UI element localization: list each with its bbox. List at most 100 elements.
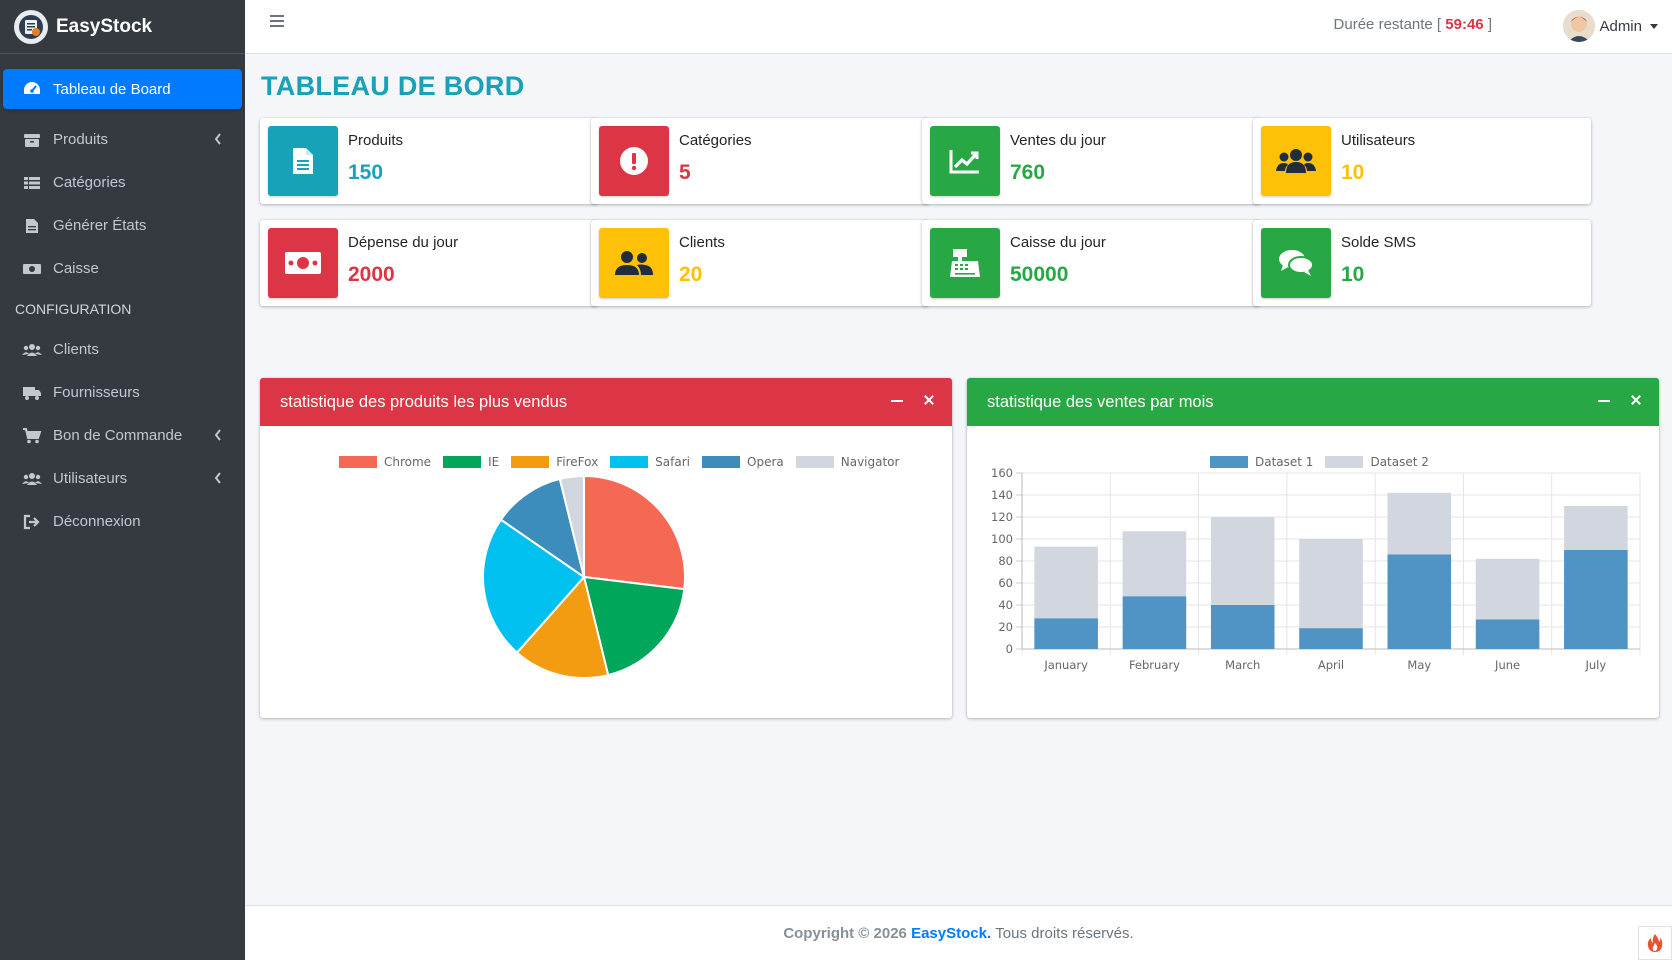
bar-may-dataset-2[interactable] xyxy=(1387,492,1452,555)
info-box-value: 2000 xyxy=(348,263,395,286)
info-box-produits[interactable]: Produits 150 xyxy=(260,118,598,204)
cash-register-icon xyxy=(930,228,1000,298)
legend-item-firefox[interactable]: FireFox xyxy=(511,455,598,469)
info-box-caisse-du-jour[interactable]: Caisse du jour 50000 xyxy=(922,220,1260,306)
y-tick-label: 60 xyxy=(998,576,1013,590)
footer-brand-link[interactable]: EasyStock. xyxy=(911,924,992,942)
info-box-clients[interactable]: Clients 20 xyxy=(591,220,929,306)
x-tick-label: April xyxy=(1318,658,1344,672)
legend-item-opera[interactable]: Opera xyxy=(702,455,784,469)
alert-icon xyxy=(599,126,669,196)
page-title: TABLEAU DE BORD xyxy=(261,71,525,101)
info-box-value: 5 xyxy=(679,161,691,184)
logout-icon xyxy=(21,513,43,531)
pie-slice-firefox[interactable] xyxy=(515,574,610,679)
cart-icon xyxy=(21,427,43,445)
legend-item-safari[interactable]: Safari xyxy=(610,455,690,469)
bar-april-dataset-1[interactable] xyxy=(1299,628,1363,649)
sidebar-item-produits[interactable]: Produits xyxy=(3,119,242,160)
chart-legend: Chrome IE FireFox Safari Opera Navigator xyxy=(339,455,911,469)
bar-july-dataset-2[interactable] xyxy=(1564,506,1628,550)
users-icon xyxy=(1261,126,1331,196)
info-box-depense-du-jour[interactable]: Dépense du jour 2000 xyxy=(260,220,598,306)
sidebar-item-utilisateurs[interactable]: Utilisateurs xyxy=(3,458,242,499)
card-header: statistique des produits les plus vendus xyxy=(260,378,952,426)
sidebar-item-dashboard[interactable]: Tableau de Board xyxy=(3,69,242,109)
close-icon[interactable] xyxy=(1629,393,1643,407)
pie-slice-navigator[interactable] xyxy=(558,474,585,578)
legend-label: Chrome xyxy=(384,455,432,469)
y-tick-label: 140 xyxy=(991,488,1013,502)
info-box-label: Produits xyxy=(348,132,404,149)
menu-toggle-icon[interactable] xyxy=(269,14,285,33)
cash-icon xyxy=(21,260,43,278)
pie-slice-ie[interactable] xyxy=(582,575,686,677)
bar-january-dataset-2[interactable] xyxy=(1034,546,1098,619)
info-box-label: Caisse du jour xyxy=(1010,234,1106,251)
legend-item-navigator[interactable]: Navigator xyxy=(795,455,899,469)
legend-item-ie[interactable]: IE xyxy=(443,455,499,469)
sidebar-item-categories[interactable]: Catégories xyxy=(3,162,242,203)
close-icon[interactable] xyxy=(922,393,936,407)
dashboard-icon xyxy=(21,80,43,98)
bar-may-dataset-1[interactable] xyxy=(1387,554,1452,649)
bar-april-dataset-2[interactable] xyxy=(1299,539,1363,629)
x-tick-label: July xyxy=(1585,658,1607,672)
legend-label: Dataset 2 xyxy=(1370,455,1429,469)
chevron-left-icon xyxy=(214,471,222,488)
info-box-ventes-du-jour[interactable]: Ventes du jour 760 xyxy=(922,118,1260,204)
legend-swatch xyxy=(795,456,834,468)
bar-july-dataset-1[interactable] xyxy=(1564,550,1628,649)
bar-march-dataset-1[interactable] xyxy=(1210,605,1275,649)
legend-item-dataset-1[interactable]: Dataset 1 xyxy=(1210,455,1313,469)
comments-icon xyxy=(1261,228,1331,298)
avatar xyxy=(1563,10,1596,42)
bar-february-dataset-2[interactable] xyxy=(1122,531,1187,597)
card-bar-chart: statistique des ventes par mois Dataset … xyxy=(967,378,1659,718)
logo-icon xyxy=(14,9,48,44)
file-icon xyxy=(268,126,338,196)
minimize-icon[interactable] xyxy=(1597,393,1611,407)
info-box-value: 150 xyxy=(348,161,384,184)
sidebar-item-clients[interactable]: Clients xyxy=(3,329,242,370)
bar-june-dataset-2[interactable] xyxy=(1475,558,1540,620)
info-box-categories[interactable]: Catégories 5 xyxy=(591,118,929,204)
info-box-value: 10 xyxy=(1341,161,1365,184)
info-box-value: 760 xyxy=(1010,161,1046,184)
bar-january-dataset-1[interactable] xyxy=(1034,618,1098,649)
user-menu[interactable]: Admin xyxy=(1563,10,1658,42)
brand-link[interactable]: EasyStock xyxy=(0,0,245,54)
bar-february-dataset-1[interactable] xyxy=(1122,596,1187,649)
sidebar-item-bon-de-commande[interactable]: Bon de Commande xyxy=(3,415,242,456)
pie-slice-opera[interactable] xyxy=(499,477,586,580)
info-box-value: 20 xyxy=(679,263,703,286)
sidebar-item-caisse[interactable]: Caisse xyxy=(3,248,242,289)
y-tick-label: 40 xyxy=(998,598,1013,612)
pie-slice-safari[interactable] xyxy=(482,518,586,655)
sidebar-item-deconnexion[interactable]: Déconnexion xyxy=(3,501,242,542)
info-box-utilisateurs[interactable]: Utilisateurs 10 xyxy=(1253,118,1591,204)
legend-label: Opera xyxy=(747,455,784,469)
sidebar-item-generer-etats[interactable]: Générer États xyxy=(3,205,242,246)
chevron-left-icon xyxy=(214,132,222,149)
legend-swatch xyxy=(1210,456,1248,468)
card-title: statistique des ventes par mois xyxy=(987,392,1214,411)
bar-june-dataset-1[interactable] xyxy=(1475,619,1540,649)
info-box-label: Solde SMS xyxy=(1341,234,1417,251)
users-icon xyxy=(21,470,43,488)
pie-slice-chrome[interactable] xyxy=(583,474,686,591)
fire-icon[interactable] xyxy=(1638,926,1672,960)
sidebar-section-header: CONFIGURATION xyxy=(15,301,132,317)
session-timer: Durée restante [ 59:46 ] xyxy=(1334,16,1492,33)
info-box-solde-sms[interactable]: Solde SMS 10 xyxy=(1253,220,1591,306)
sidebar-item-fournisseurs[interactable]: Fournisseurs xyxy=(3,372,242,413)
truck-icon xyxy=(21,384,43,402)
legend-item-dataset-2[interactable]: Dataset 2 xyxy=(1325,455,1429,469)
footer-copyright: Copyright © 2026 xyxy=(783,924,907,942)
sidebar-item-label: Fournisseurs xyxy=(53,384,140,401)
bar-march-dataset-2[interactable] xyxy=(1210,517,1275,605)
legend-item-chrome[interactable]: Chrome xyxy=(339,455,431,469)
minimize-icon[interactable] xyxy=(890,393,904,407)
y-tick-label: 80 xyxy=(998,554,1013,568)
card-header: statistique des ventes par mois xyxy=(967,378,1659,426)
